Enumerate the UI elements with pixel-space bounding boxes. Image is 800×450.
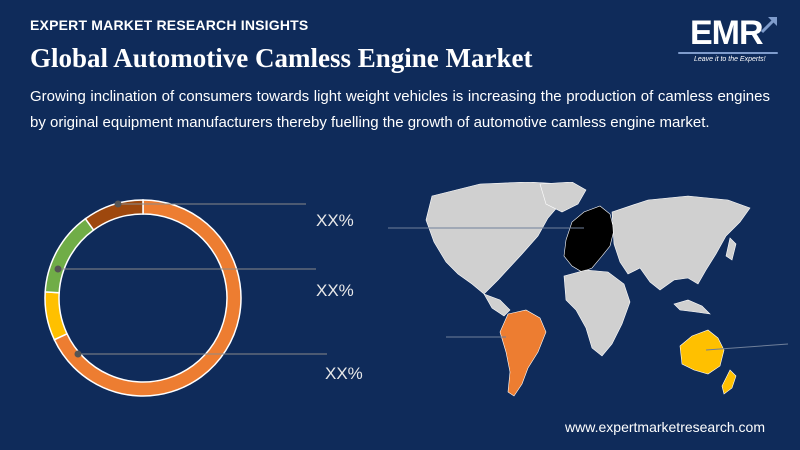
world-map-svg xyxy=(388,181,789,397)
map-australia xyxy=(679,329,725,375)
donut-slice-4 xyxy=(84,199,144,232)
donut-slice-2 xyxy=(44,291,68,341)
page-title: Global Automotive Camless Engine Market xyxy=(30,43,533,73)
map-new-zealand xyxy=(721,369,737,395)
emr-logo: EMR Leave it to the Experts! xyxy=(676,14,786,74)
world-map xyxy=(388,181,800,412)
map-indonesia xyxy=(673,299,711,315)
donut-slice-3 xyxy=(44,217,95,294)
map-central-america xyxy=(483,293,511,317)
logo-underline xyxy=(678,52,778,54)
data-label-2: XX% xyxy=(316,281,354,300)
market-description: Growing inclination of consumers towards… xyxy=(30,88,770,131)
map-asia xyxy=(611,195,751,291)
up-arrow-icon xyxy=(760,16,778,34)
website-link[interactable]: www.expertmarketresearch.com xyxy=(565,419,765,435)
data-label-3: XX% xyxy=(325,364,363,383)
leader-dot-3 xyxy=(74,350,82,358)
header-kicker: EXPERT MARKET RESEARCH INSIGHTS xyxy=(30,17,309,33)
map-europe xyxy=(563,205,615,273)
map-greenland xyxy=(539,181,587,213)
logo-tagline: Leave it to the Experts! xyxy=(694,56,766,63)
logo-text: EMR xyxy=(690,14,764,52)
map-south-america xyxy=(499,309,547,397)
map-africa xyxy=(563,269,631,357)
data-label-1: XX% xyxy=(316,211,354,230)
map-leader-australia xyxy=(705,343,789,351)
leader-dot-2 xyxy=(54,265,62,273)
donut-chart: XX% XX% XX% xyxy=(0,180,380,410)
donut-chart-svg: XX% XX% XX% xyxy=(44,199,363,397)
map-japan xyxy=(725,237,737,261)
leader-dot-1 xyxy=(114,200,122,208)
